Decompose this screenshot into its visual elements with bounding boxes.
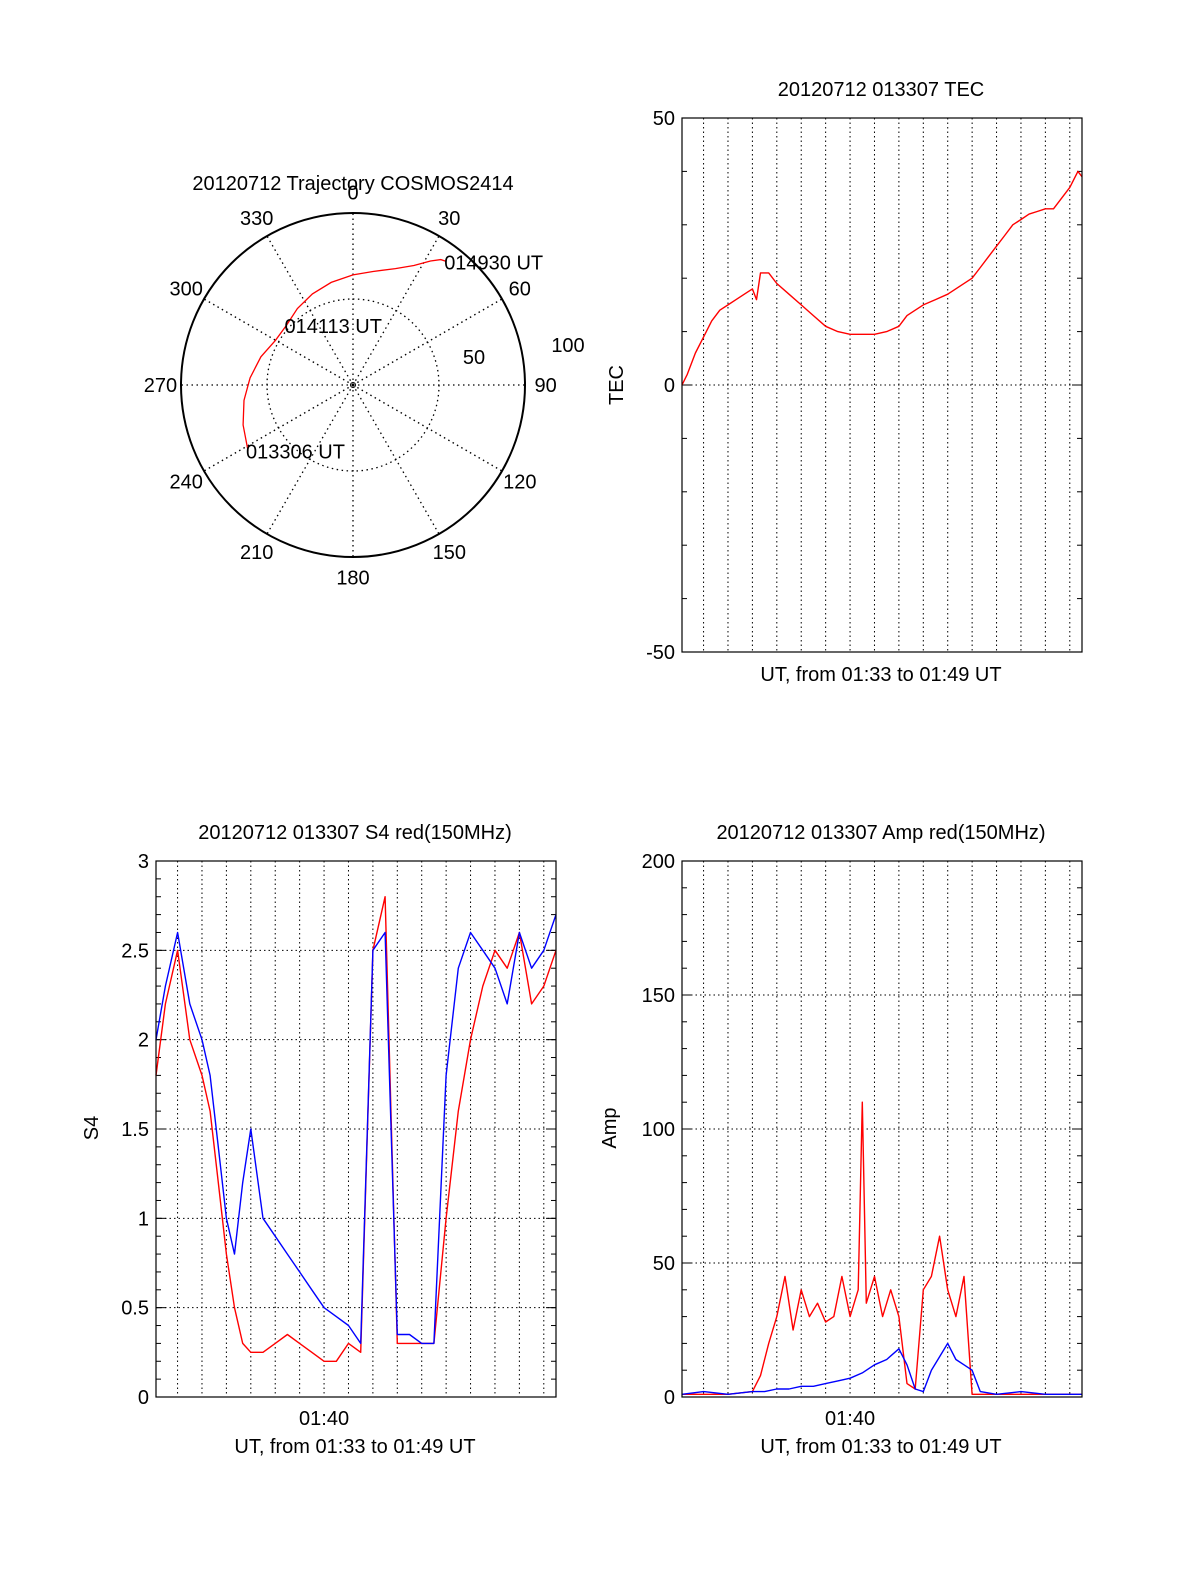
y-tick-label: 1 bbox=[138, 1208, 149, 1230]
polar-angle-label: 60 bbox=[509, 279, 531, 301]
plot-frame bbox=[681, 117, 1083, 653]
y-tick-label: 200 bbox=[642, 851, 675, 873]
y-tick-label: 0.5 bbox=[121, 1298, 149, 1320]
s4-ylabel: S4 bbox=[81, 1116, 103, 1140]
y-tick-label: 100 bbox=[642, 1119, 675, 1141]
amp-xlabel: UT, from 01:33 to 01:49 UT bbox=[760, 1436, 1001, 1458]
polar-angle-label: 0 bbox=[347, 182, 358, 204]
polar-outer-ring bbox=[180, 212, 526, 558]
polar-angle-label: 90 bbox=[534, 375, 556, 397]
y-tick-label: 2.5 bbox=[121, 940, 149, 962]
polar-angle-label: 300 bbox=[170, 279, 203, 301]
series-line-red bbox=[682, 1101, 1082, 1396]
series-line-red bbox=[681, 170, 1083, 386]
amp-chart: 20120712 013307 Amp red(150MHz) UT, from… bbox=[599, 822, 1083, 1458]
polar-angle-label: 210 bbox=[240, 542, 273, 564]
polar-angle-label: 330 bbox=[240, 208, 273, 230]
tec-chart: 20120712 013307 TEC UT, from 01:33 to 01… bbox=[606, 79, 1083, 686]
polar-title: 20120712 Trajectory COSMOS2414 bbox=[192, 173, 513, 195]
x-tick-label: 01:40 bbox=[825, 1408, 875, 1430]
y-tick-label: 2 bbox=[138, 1030, 149, 1052]
s4-plot-area: 3 2.5 2 1.5 1 0.5 0 01:40 bbox=[121, 851, 557, 1430]
polar-radius-label: 50 bbox=[463, 347, 485, 369]
polar-angle-label: 270 bbox=[144, 375, 177, 397]
polar-spoke bbox=[352, 235, 440, 386]
polar-angle-label: 240 bbox=[170, 471, 203, 493]
amp-plot-area: 200 150 100 50 0 01:40 bbox=[642, 851, 1083, 1430]
y-tick-label: 50 bbox=[653, 1253, 675, 1275]
polar-grid bbox=[180, 212, 526, 558]
trajectory-time-annotation: 014113 UT bbox=[285, 316, 382, 338]
plot-frame bbox=[681, 860, 1083, 1398]
y-tick-label: 150 bbox=[642, 985, 675, 1007]
polar-angle-label: 30 bbox=[438, 208, 460, 230]
x-tick-label: 01:40 bbox=[299, 1408, 349, 1430]
polar-spoke bbox=[352, 298, 503, 386]
polar-angle-label: 180 bbox=[336, 568, 369, 590]
series-line-blue bbox=[681, 1342, 1082, 1396]
polar-spoke bbox=[203, 298, 354, 386]
polar-spoke bbox=[266, 384, 354, 535]
polar-angle-label: 150 bbox=[433, 542, 466, 564]
polar-angle-label: 120 bbox=[503, 471, 536, 493]
polar-center bbox=[350, 382, 356, 388]
y-tick-label: 3 bbox=[138, 851, 149, 873]
tec-title: 20120712 013307 TEC bbox=[778, 79, 984, 101]
y-tick-label: 50 bbox=[653, 108, 675, 130]
series-line-red bbox=[155, 896, 557, 1363]
polar-ring-50 bbox=[266, 298, 440, 472]
tec-ylabel: TEC bbox=[606, 365, 628, 405]
y-tick-label: 1.5 bbox=[121, 1119, 149, 1141]
trajectory-polar-chart: 20120712 Trajectory COSMOS2414 0 30 60 90 12… bbox=[144, 173, 585, 590]
y-tick-label: 0 bbox=[664, 375, 675, 397]
polar-spoke bbox=[203, 384, 354, 472]
series-line-blue bbox=[155, 914, 557, 1345]
tec-xlabel: UT, from 01:33 to 01:49 UT bbox=[760, 664, 1001, 686]
polar-series bbox=[242, 258, 447, 451]
amp-title: 20120712 013307 Amp red(150MHz) bbox=[716, 822, 1045, 844]
y-tick-label: -50 bbox=[646, 642, 675, 664]
polar-labels: 0 30 60 90 120 150 180 210 240 270 300 330 50 100 0133… bbox=[144, 182, 585, 589]
polar-radius-label: 100 bbox=[551, 335, 584, 357]
y-tick-label: 0 bbox=[664, 1387, 675, 1409]
trajectory-time-annotation: 013306 UT bbox=[246, 442, 345, 464]
trajectory-line bbox=[242, 258, 447, 451]
y-tick-label: 0 bbox=[138, 1387, 149, 1409]
s4-title: 20120712 013307 S4 red(150MHz) bbox=[198, 822, 512, 844]
plot-frame bbox=[155, 860, 557, 1398]
polar-spoke bbox=[352, 384, 440, 535]
trajectory-time-annotation: 014930 UT bbox=[444, 252, 543, 274]
amp-ylabel: Amp bbox=[599, 1107, 621, 1148]
polar-spoke bbox=[266, 235, 354, 386]
tec-plot-area: 50 0 -50 bbox=[646, 108, 1083, 664]
s4-chart: 20120712 013307 S4 red(150MHz) UT, from … bbox=[81, 822, 557, 1458]
s4-xlabel: UT, from 01:33 to 01:49 UT bbox=[234, 1436, 475, 1458]
